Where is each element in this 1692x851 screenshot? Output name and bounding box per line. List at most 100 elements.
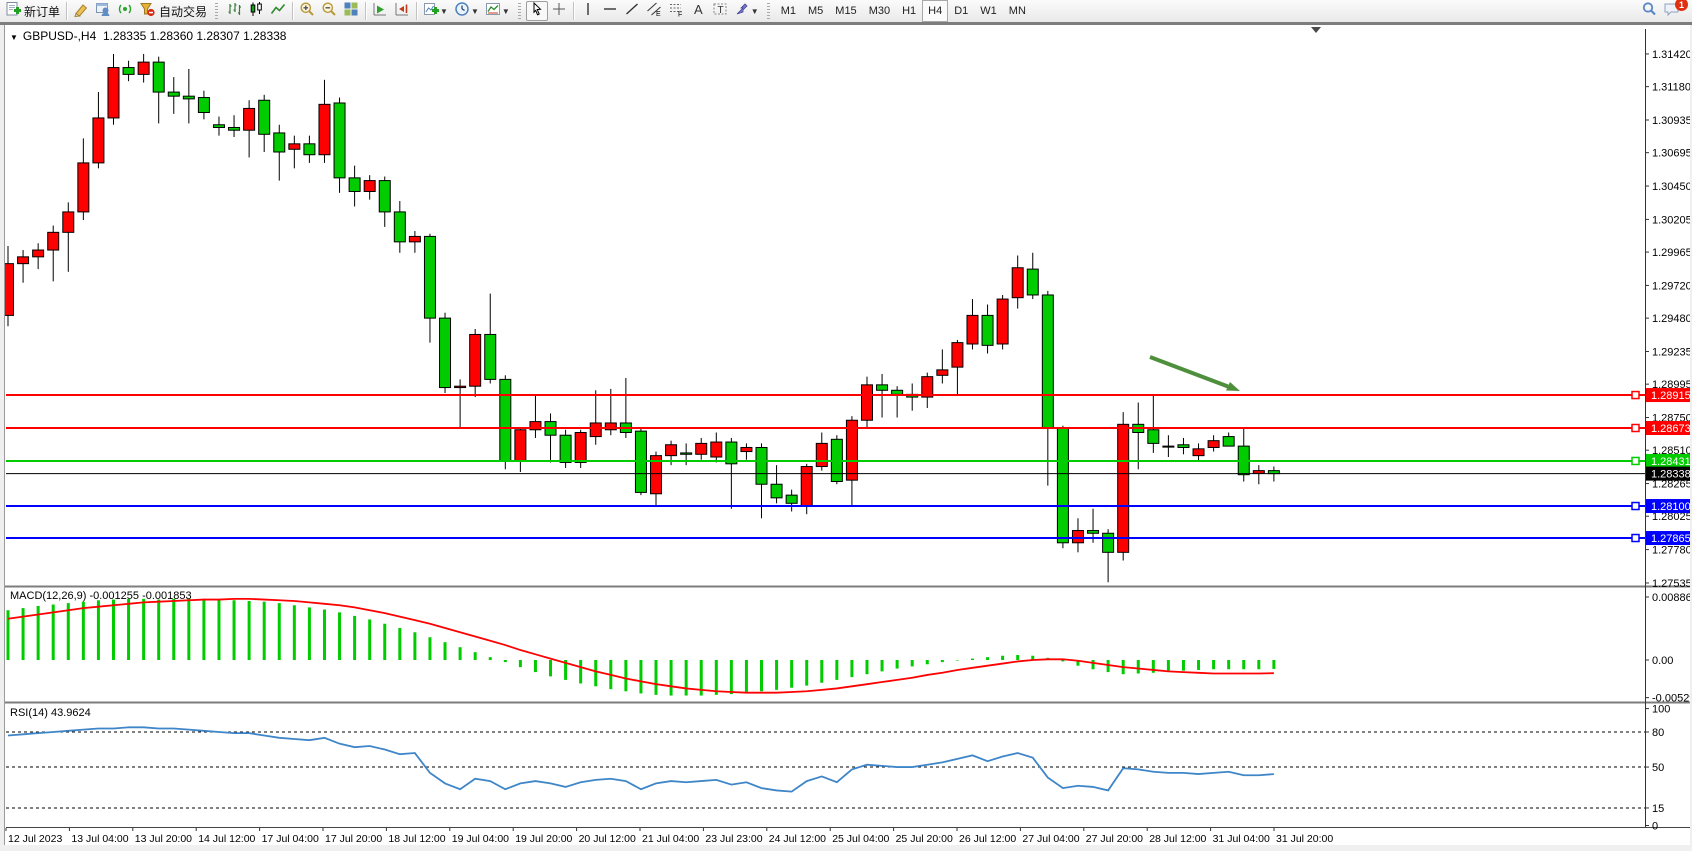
- chevron-down-icon[interactable]: ▼: [10, 33, 18, 42]
- chat-button[interactable]: 1: [1660, 0, 1688, 21]
- trendline-button[interactable]: [621, 1, 643, 21]
- macd-bar: [880, 660, 884, 672]
- zoom-in-button[interactable]: [296, 1, 318, 21]
- chart-shift-button[interactable]: [391, 1, 413, 21]
- price-tick-label: 1.30450: [1652, 181, 1692, 193]
- candle-up: [243, 107, 256, 131]
- auto-scroll-button[interactable]: [369, 1, 391, 21]
- hline-price-flag: [1646, 531, 1692, 546]
- macd-bar: [1151, 660, 1155, 673]
- candlestick-button[interactable]: [245, 1, 267, 21]
- macd-bar: [187, 598, 191, 660]
- macd-bar: [1197, 660, 1201, 670]
- hline-handle: [1631, 390, 1640, 400]
- date-label: 20 Jul 12:00: [579, 833, 636, 845]
- horizontal-line-icon: [602, 1, 618, 22]
- toolbar-separator: [416, 2, 418, 20]
- timeframe-M1[interactable]: M1: [780, 5, 796, 17]
- candle-up: [107, 67, 120, 119]
- candle-down: [559, 434, 572, 463]
- macd-bar: [760, 660, 763, 692]
- toolbar-grip: [766, 3, 770, 19]
- candle-up: [47, 231, 60, 251]
- tile-windows-button[interactable]: [340, 1, 362, 21]
- candle-down: [122, 67, 135, 75]
- channel-button[interactable]: E: [643, 1, 665, 21]
- candlestick-icon: [248, 1, 264, 22]
- candle-up: [1011, 267, 1024, 299]
- periods-button[interactable]: ▼: [451, 1, 482, 21]
- bar-chart-button[interactable]: [223, 1, 245, 21]
- candle-down: [755, 446, 768, 485]
- macd-bar: [850, 660, 854, 678]
- price-tick-label: 1.28025: [1652, 511, 1692, 523]
- dropdown-caret[interactable]: ▼: [440, 6, 448, 16]
- arrows-button[interactable]: ▼: [731, 1, 762, 21]
- timeframe-M30[interactable]: M30: [868, 5, 891, 17]
- candle-down: [770, 483, 783, 499]
- candle-up: [695, 442, 708, 455]
- macd-bar: [473, 652, 477, 660]
- candle-up: [845, 419, 858, 481]
- timeframe-D1[interactable]: D1: [954, 5, 969, 17]
- timeframe-MN[interactable]: MN: [1008, 5, 1026, 17]
- macd-bar: [729, 660, 733, 695]
- macd-bar: [714, 660, 718, 695]
- indicators-button[interactable]: ▼: [420, 1, 451, 21]
- search-button[interactable]: [1638, 1, 1660, 21]
- price-tick-label: 1.27535: [1652, 578, 1692, 590]
- candle-up: [966, 314, 979, 345]
- date-label: 25 Jul 20:00: [896, 833, 953, 845]
- vertical-line-button[interactable]: [577, 1, 599, 21]
- arrows-icon: [734, 1, 750, 22]
- candle-down: [725, 441, 738, 465]
- date-label: 13 Jul 04:00: [71, 833, 128, 845]
- fibonacci-button[interactable]: F: [665, 1, 687, 21]
- metaeditor-button[interactable]: [92, 1, 114, 21]
- signals-button[interactable]: [114, 1, 136, 21]
- hline-price-label: 1.28915: [1651, 390, 1691, 402]
- macd-bar: [579, 660, 583, 684]
- autotrade-button[interactable]: 自动交易: [136, 1, 210, 21]
- macd-bar: [654, 660, 658, 695]
- shift-marker-icon: [1311, 27, 1321, 33]
- candle-up: [1207, 440, 1220, 448]
- candle-down: [182, 95, 195, 100]
- date-label: 31 Jul 04:00: [1213, 833, 1270, 845]
- candle-up: [951, 342, 964, 368]
- annotation-arrow[interactable]: [1149, 355, 1240, 391]
- date-label: 17 Jul 04:00: [262, 833, 319, 845]
- zoom-out-button[interactable]: [318, 1, 340, 21]
- chart-canvas[interactable]: 1.31420 1.31180 1.30935 1.30695 1.30450 1.302…: [0, 25, 1692, 851]
- candle-down: [981, 314, 994, 346]
- hline-handle: [1631, 456, 1640, 466]
- crayon-button[interactable]: [70, 1, 92, 21]
- macd-bar: [1031, 655, 1035, 660]
- cursor-button[interactable]: [525, 1, 548, 21]
- dropdown-caret[interactable]: ▼: [501, 6, 510, 16]
- templates-button[interactable]: ▼: [482, 1, 513, 21]
- timeframe-H4[interactable]: H4: [922, 0, 949, 22]
- crosshair-button[interactable]: [548, 1, 570, 21]
- autotrade-label: 自动交易: [159, 4, 208, 19]
- text-label-button[interactable]: T: [709, 1, 731, 21]
- timeframe-M15[interactable]: M15: [835, 5, 857, 17]
- dropdown-caret[interactable]: ▼: [470, 6, 479, 16]
- text-button[interactable]: A: [687, 1, 709, 21]
- candle-up: [665, 444, 678, 457]
- candle-up: [860, 384, 873, 421]
- svg-text:E: E: [656, 11, 661, 17]
- line-chart-button[interactable]: [267, 1, 289, 21]
- candle-up: [921, 376, 934, 398]
- rsi-label: RSI(14) 43.9624: [10, 707, 91, 719]
- search-icon: [1641, 1, 1657, 22]
- timeframe-W1[interactable]: W1: [980, 5, 997, 17]
- dropdown-caret[interactable]: ▼: [750, 6, 759, 16]
- date-label: 31 Jul 20:00: [1276, 833, 1333, 845]
- price-tick-label: 1.29720: [1652, 280, 1692, 292]
- timeframe-H1[interactable]: H1: [902, 5, 917, 17]
- timeframe-M5[interactable]: M5: [808, 5, 824, 17]
- horizontal-line-button[interactable]: [599, 1, 621, 21]
- new-order-button[interactable]: 新订单: [2, 1, 63, 21]
